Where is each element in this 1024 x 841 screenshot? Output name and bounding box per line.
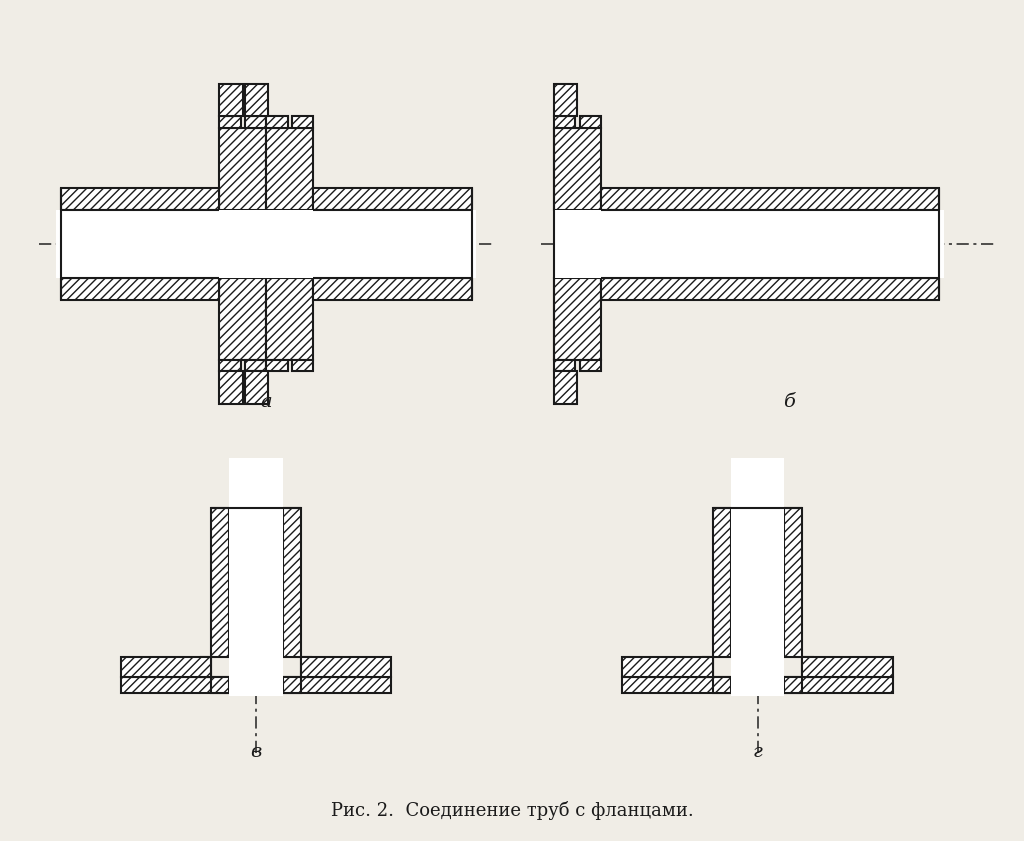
Bar	[266, 116, 288, 129]
Bar	[714, 508, 731, 657]
Text: Рис. 2.  Соединение труб с фланцами.: Рис. 2. Соединение труб с фланцами.	[331, 801, 693, 820]
Bar	[802, 657, 893, 677]
Bar	[245, 84, 268, 116]
Bar	[219, 372, 243, 404]
Bar	[554, 209, 943, 278]
Bar	[121, 677, 391, 693]
Bar	[601, 188, 939, 209]
Bar	[784, 508, 802, 657]
Bar	[201, 657, 212, 677]
Text: б: б	[783, 394, 796, 411]
Bar	[554, 372, 578, 404]
Bar	[121, 657, 212, 677]
Bar	[554, 278, 601, 359]
Bar	[219, 84, 243, 116]
Bar	[802, 657, 813, 677]
Text: а: а	[260, 394, 272, 411]
Bar	[60, 278, 219, 299]
Bar	[580, 116, 601, 129]
Bar	[702, 657, 714, 677]
Bar	[219, 359, 241, 372]
Bar	[245, 372, 268, 404]
Bar	[554, 359, 575, 372]
Bar	[292, 116, 313, 129]
Bar	[219, 278, 266, 359]
Bar	[554, 129, 601, 209]
Bar	[731, 458, 784, 696]
Bar	[266, 359, 288, 372]
Bar	[56, 209, 476, 278]
Bar	[283, 677, 300, 693]
Text: г: г	[753, 743, 763, 760]
Bar	[554, 84, 578, 116]
Bar	[292, 359, 313, 372]
Text: в: в	[250, 743, 262, 760]
Bar	[219, 116, 241, 129]
Bar	[212, 508, 229, 657]
Bar	[313, 278, 472, 299]
Bar	[266, 278, 313, 359]
Bar	[300, 657, 311, 677]
Bar	[554, 116, 575, 129]
Bar	[245, 359, 266, 372]
Bar	[212, 677, 229, 693]
Bar	[283, 508, 300, 657]
Bar	[60, 188, 219, 209]
Bar	[714, 677, 731, 693]
Bar	[623, 677, 893, 693]
Bar	[623, 657, 714, 677]
Bar	[601, 278, 939, 299]
Bar	[580, 359, 601, 372]
Bar	[784, 677, 802, 693]
Bar	[229, 458, 283, 696]
Bar	[300, 657, 391, 677]
Bar	[313, 188, 472, 209]
Bar	[219, 129, 266, 209]
Bar	[245, 116, 266, 129]
Bar	[266, 129, 313, 209]
